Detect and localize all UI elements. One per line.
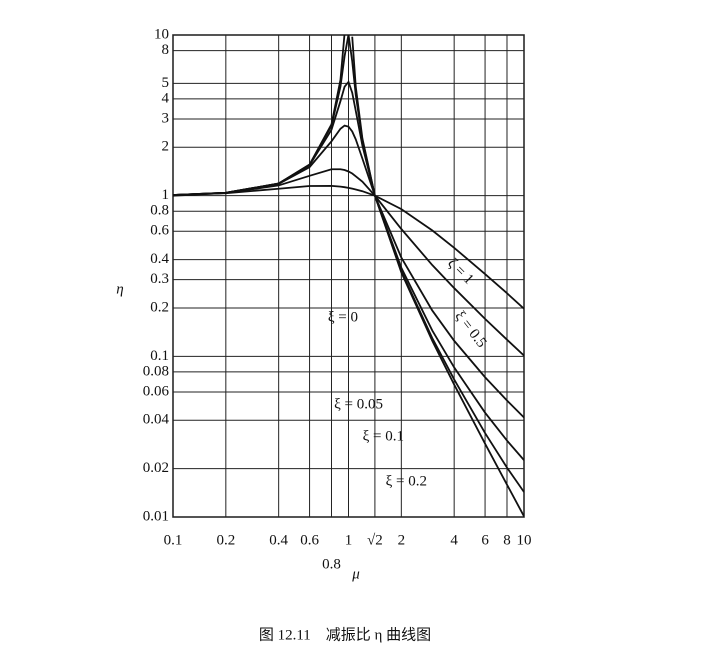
y-tick-label: 0.1 bbox=[150, 348, 169, 364]
x-tick-label: 0.1 bbox=[164, 532, 183, 548]
curve-label: ξ = 0.1 bbox=[363, 428, 404, 444]
y-tick-label: 5 bbox=[162, 75, 170, 91]
y-tick-label: 0.6 bbox=[150, 223, 169, 239]
y-tick-label: 0.08 bbox=[143, 363, 169, 379]
y-tick-label: 0.3 bbox=[150, 271, 169, 287]
y-tick-label: 0.2 bbox=[150, 299, 169, 315]
y-tick-label: 0.01 bbox=[143, 508, 169, 524]
x-tick-label: 1 bbox=[345, 532, 353, 548]
x-tick-label: 10 bbox=[517, 532, 532, 548]
y-tick-label: 3 bbox=[162, 110, 170, 126]
y-tick-label: 0.02 bbox=[143, 460, 169, 476]
x-tick-label: 8 bbox=[503, 532, 511, 548]
x-tick-label: √2 bbox=[367, 532, 383, 548]
curve bbox=[173, 185, 524, 310]
y-tick-label: 4 bbox=[162, 90, 170, 106]
x-tick-label: 0.8 bbox=[322, 556, 341, 572]
x-axis-label: μ bbox=[351, 566, 360, 582]
curve bbox=[173, 168, 524, 357]
curve-label: ξ = 0 bbox=[328, 309, 358, 325]
x-tick-label: 0.2 bbox=[216, 532, 235, 548]
x-tick-label: 2 bbox=[398, 532, 406, 548]
x-tick-label: 0.4 bbox=[269, 532, 288, 548]
x-tick-label: 6 bbox=[481, 532, 489, 548]
curve-label: ξ = 0.2 bbox=[386, 473, 427, 489]
y-tick-label: 0.8 bbox=[150, 203, 169, 219]
curve bbox=[173, 124, 524, 419]
y-tick-label: 8 bbox=[162, 42, 170, 58]
y-tick-label: 1 bbox=[162, 187, 170, 203]
y-tick-label: 0.04 bbox=[143, 412, 170, 428]
curve-label: ξ = 0.05 bbox=[334, 396, 383, 412]
x-tick-label: 0.6 bbox=[300, 532, 319, 548]
y-tick-label: 0.4 bbox=[150, 251, 169, 267]
y-tick-label: 2 bbox=[162, 139, 170, 155]
x-tick-label: 4 bbox=[450, 532, 458, 548]
y-axis-label: η bbox=[116, 281, 123, 297]
y-tick-label: 0.06 bbox=[143, 383, 170, 399]
y-tick-label: 10 bbox=[154, 26, 169, 42]
curves bbox=[173, 35, 524, 517]
chart-title: 图 12.11 减振比 η 曲线图 bbox=[259, 626, 431, 643]
curve bbox=[173, 80, 524, 461]
